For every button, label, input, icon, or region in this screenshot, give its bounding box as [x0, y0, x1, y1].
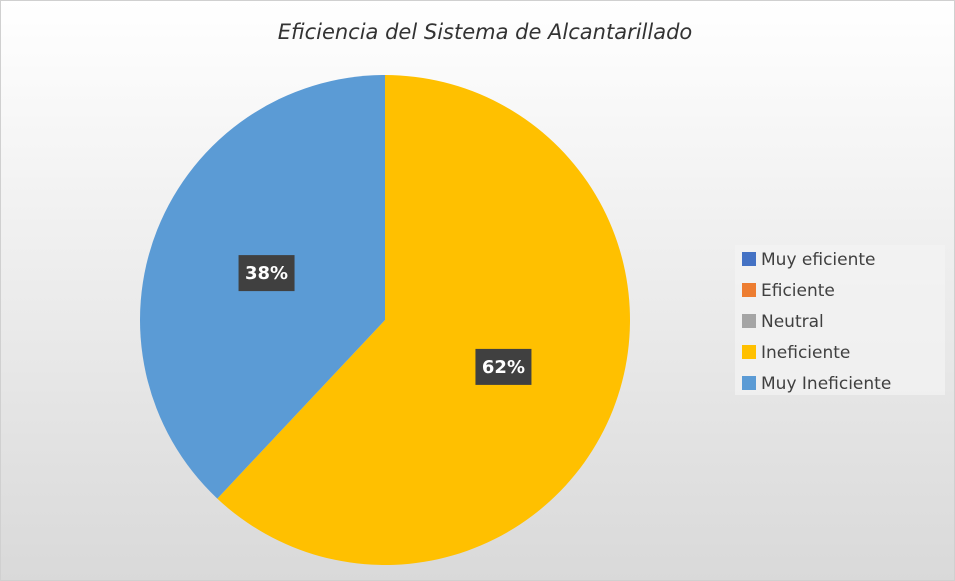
legend-label: Muy Ineficiente	[761, 374, 891, 394]
legend-swatch	[742, 376, 756, 390]
legend-label: Ineficiente	[761, 343, 850, 363]
legend-swatch	[742, 345, 756, 359]
chart-title: Eficiencia del Sistema de Alcantarillado	[278, 20, 693, 44]
data-label-box	[238, 255, 295, 292]
legend-swatch	[742, 283, 756, 297]
data-label-box	[475, 348, 532, 385]
data-label: 38%	[245, 263, 288, 284]
legend-label: Eficiente	[761, 281, 835, 301]
legend-label: Muy eficiente	[761, 250, 876, 270]
legend-label: Neutral	[761, 312, 824, 332]
data-label: 62%	[482, 357, 525, 378]
legend-swatch	[742, 252, 756, 266]
legend-swatch	[742, 314, 756, 328]
legend-box	[735, 245, 945, 395]
pie-slice	[217, 75, 631, 565]
